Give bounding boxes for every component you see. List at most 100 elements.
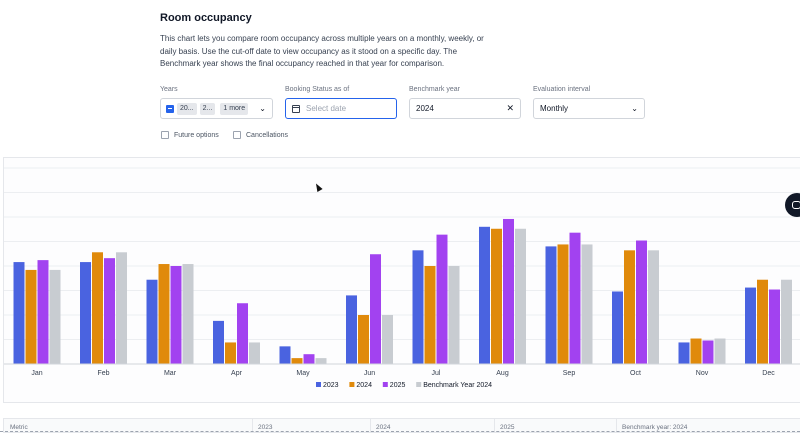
- bar-may-2023[interactable]: [279, 346, 291, 364]
- x-tick-label: May: [296, 370, 310, 377]
- bar-jun-benchmark-year-2024[interactable]: [382, 315, 393, 364]
- legend-swatch: [349, 382, 355, 387]
- table-header-2025: 2025: [500, 424, 515, 431]
- bar-feb-benchmark-year-2024[interactable]: [116, 252, 127, 364]
- bar-aug-2024[interactable]: [491, 228, 502, 364]
- booking-status-label: Booking Status as of: [285, 86, 350, 93]
- benchmark-year-select[interactable]: 2024 ✕: [409, 98, 521, 119]
- bar-nov-2025[interactable]: [702, 340, 714, 364]
- bar-dec-2023[interactable]: [745, 287, 756, 364]
- bar-aug-2025[interactable]: [503, 218, 514, 364]
- legend-label[interactable]: 2024: [356, 382, 372, 389]
- cancellations-checkbox[interactable]: [233, 131, 241, 139]
- bar-jan-2024[interactable]: [25, 269, 37, 364]
- divider: [0, 431, 800, 432]
- bar-aug-2023[interactable]: [479, 226, 490, 364]
- bar-jan-2025[interactable]: [37, 260, 49, 364]
- bar-may-2025[interactable]: [303, 354, 315, 364]
- chart-panel: Jan Feb Mar Apr May Jun Jul Aug Sep Oct Nov Dec 2023…: [3, 157, 800, 403]
- bar-dec-benchmark-year-2024[interactable]: [781, 279, 792, 364]
- years-chip[interactable]: 2...: [199, 102, 216, 115]
- chevron-down-icon[interactable]: ⌄: [631, 104, 638, 113]
- bar-apr-2023[interactable]: [213, 320, 224, 364]
- bar-jul-2023[interactable]: [412, 250, 424, 364]
- future-options-toggle[interactable]: Future options: [161, 131, 219, 139]
- bar-nov-2024[interactable]: [690, 338, 702, 364]
- bar-feb-2023[interactable]: [80, 262, 91, 364]
- bar-jan-2023[interactable]: [13, 262, 25, 364]
- bar-nov-benchmark-year-2024[interactable]: [714, 338, 726, 364]
- years-more-chip[interactable]: 1 more: [220, 102, 249, 115]
- bar-apr-benchmark-year-2024[interactable]: [249, 342, 260, 364]
- x-tick-label: Jan: [31, 370, 42, 377]
- bar-aug-benchmark-year-2024[interactable]: [515, 228, 526, 364]
- benchmark-year-value: 2024: [416, 104, 434, 113]
- legend-label[interactable]: Benchmark Year 2024: [423, 382, 492, 389]
- bar-nov-2023[interactable]: [678, 342, 690, 364]
- x-tick-label: Sep: [563, 370, 576, 377]
- years-chip[interactable]: 20...: [177, 102, 197, 115]
- x-tick-label: Jun: [364, 370, 375, 377]
- x-tick-label: Jul: [432, 370, 441, 377]
- x-tick-label: Feb: [97, 370, 109, 377]
- future-options-label: Future options: [174, 131, 219, 139]
- bar-jul-2025[interactable]: [436, 234, 448, 364]
- benchmark-year-label: Benchmark year: [409, 86, 460, 93]
- years-label: Years: [160, 86, 178, 93]
- bar-jul-2024[interactable]: [424, 266, 436, 364]
- legend-swatch: [316, 382, 321, 387]
- years-checkbox[interactable]: [166, 104, 174, 113]
- x-tick-label: Nov: [696, 370, 709, 377]
- chevron-down-icon[interactable]: ⌄: [259, 104, 266, 113]
- bar-jan-benchmark-year-2024[interactable]: [49, 269, 61, 364]
- bar-apr-2024[interactable]: [225, 342, 236, 364]
- bar-oct-2023[interactable]: [612, 291, 623, 364]
- table-header-benchmark: Benchmark year: 2024: [622, 424, 688, 431]
- bar-mar-2024[interactable]: [158, 264, 170, 364]
- bar-mar-benchmark-year-2024[interactable]: [182, 264, 194, 364]
- chat-widget-button[interactable]: [785, 193, 800, 217]
- bar-feb-2025[interactable]: [104, 258, 115, 364]
- bar-may-benchmark-year-2024[interactable]: [315, 358, 327, 364]
- bar-sep-2025[interactable]: [569, 232, 581, 364]
- bar-oct-2024[interactable]: [624, 250, 635, 364]
- bar-jun-2025[interactable]: [370, 254, 381, 364]
- page-title: Room occupancy: [160, 12, 252, 24]
- evaluation-interval-select[interactable]: Monthly ⌄: [533, 98, 645, 119]
- legend-label[interactable]: 2025: [390, 382, 406, 389]
- bar-dec-2025[interactable]: [769, 289, 780, 364]
- cancellations-toggle[interactable]: Cancellations: [233, 131, 288, 139]
- bar-mar-2023[interactable]: [146, 279, 158, 364]
- bar-mar-2025[interactable]: [170, 266, 182, 364]
- x-tick-label: Aug: [496, 370, 509, 377]
- bar-oct-benchmark-year-2024[interactable]: [648, 250, 659, 364]
- x-tick-label: Dec: [762, 370, 775, 377]
- table-header-metric: Metric: [10, 424, 28, 431]
- bar-oct-2025[interactable]: [636, 240, 647, 364]
- bar-sep-2023[interactable]: [545, 246, 557, 364]
- booking-date-placeholder: Select date: [306, 104, 347, 113]
- legend-swatch: [382, 382, 388, 387]
- bar-jun-2023[interactable]: [346, 295, 357, 364]
- evaluation-interval-value: Monthly: [540, 104, 569, 113]
- calendar-icon: [292, 104, 300, 113]
- table-header-2024: 2024: [376, 424, 391, 431]
- years-select[interactable]: 20... 2... 1 more ⌄: [160, 98, 273, 119]
- bar-jul-benchmark-year-2024[interactable]: [448, 266, 460, 364]
- bar-feb-2024[interactable]: [92, 252, 103, 364]
- legend-swatch: [416, 382, 422, 387]
- bar-jun-2024[interactable]: [358, 315, 369, 364]
- cancellations-label: Cancellations: [246, 131, 289, 139]
- bar-apr-2025[interactable]: [237, 303, 248, 364]
- bar-sep-benchmark-year-2024[interactable]: [581, 244, 593, 364]
- x-tick-label: Mar: [164, 370, 177, 377]
- bar-sep-2024[interactable]: [557, 244, 569, 364]
- evaluation-interval-label: Evaluation interval: [533, 86, 591, 93]
- future-options-checkbox[interactable]: [161, 131, 169, 139]
- bar-may-2024[interactable]: [291, 358, 303, 364]
- legend-label[interactable]: 2023: [323, 382, 339, 389]
- booking-date-input[interactable]: Select date: [285, 98, 397, 119]
- x-tick-label: Oct: [630, 370, 641, 377]
- clear-icon[interactable]: ✕: [506, 103, 514, 113]
- bar-dec-2024[interactable]: [757, 279, 768, 364]
